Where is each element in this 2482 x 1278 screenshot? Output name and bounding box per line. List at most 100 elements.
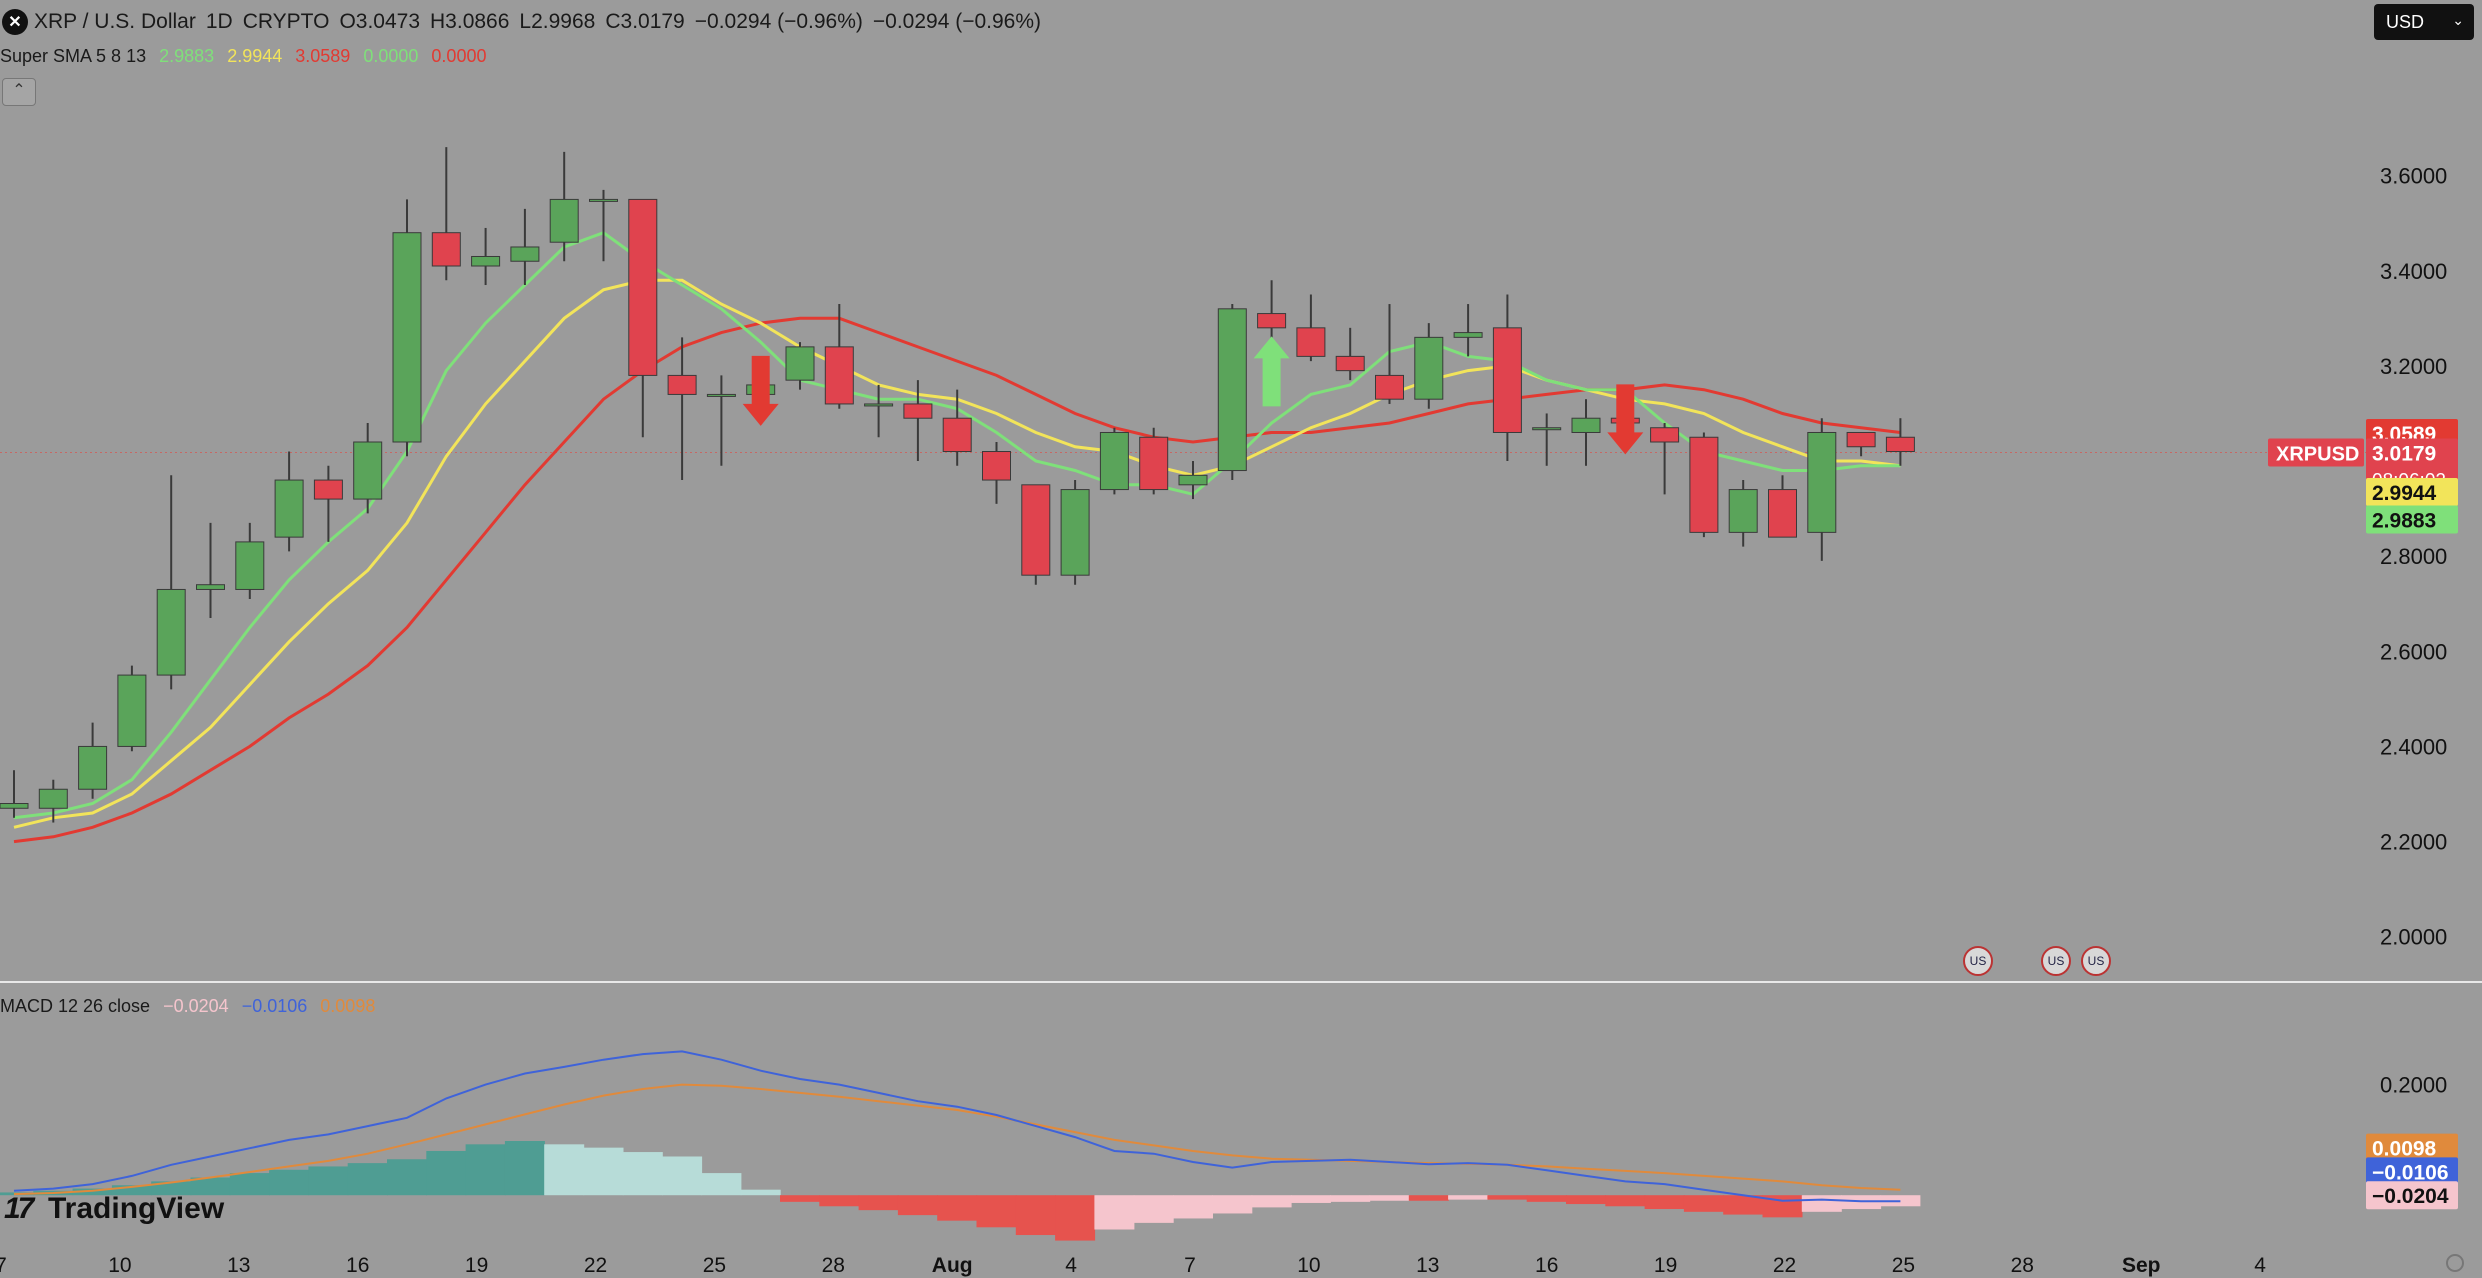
x-tick-label: 4 xyxy=(2254,1254,2266,1277)
macd-histogram-bar xyxy=(151,1181,192,1196)
candle-body xyxy=(942,417,972,453)
candle-body xyxy=(1689,436,1719,533)
symbol-tag: XRPUSD xyxy=(2276,444,2359,466)
x-tick-label: Sep xyxy=(2122,1254,2161,1277)
currency-label: USD xyxy=(2386,11,2425,32)
sma-legend[interactable]: Super SMA 5 8 13 2.9883 2.9944 3.0589 0.… xyxy=(0,46,494,67)
y-tick-label: 2.6000 xyxy=(2380,639,2447,664)
macd-histogram-bar xyxy=(583,1147,624,1196)
candle-body xyxy=(589,198,618,202)
sma8-price-label-bg xyxy=(2366,477,2458,506)
x-tick-label: 4 xyxy=(1065,1254,1077,1277)
collapse-legend-button[interactable]: ⌃ xyxy=(2,78,36,106)
candle-body xyxy=(117,674,147,747)
macd-title: MACD 12 26 close xyxy=(0,996,151,1016)
macd-histogram-bar xyxy=(780,1195,820,1202)
x-tick-label: Aug xyxy=(932,1254,973,1277)
signal-price-label-bg xyxy=(2366,1133,2458,1162)
sell-signal-arrow-icon xyxy=(742,355,779,426)
tradingview-watermark[interactable]: 17 TradingView xyxy=(4,1192,224,1226)
x-tick-label: 19 xyxy=(465,1254,488,1277)
us-flag-event-icon[interactable]: US xyxy=(2041,946,2071,976)
macd-histogram-bar xyxy=(1212,1195,1253,1214)
macd-legend[interactable]: MACD 12 26 close −0.0204 −0.0106 0.0098 xyxy=(0,996,383,1017)
sma5-value: 2.9883 xyxy=(159,46,215,66)
watermark-text: TradingView xyxy=(48,1192,225,1225)
macd-signal-value: 0.0098 xyxy=(320,996,376,1016)
candle-body xyxy=(1375,374,1404,400)
candle-body xyxy=(1060,489,1090,576)
symbol-name[interactable]: XRP / U.S. Dollar xyxy=(34,10,196,33)
macd-histogram-bar xyxy=(1723,1195,1764,1215)
macd-histogram-bar xyxy=(426,1150,467,1196)
x-tick-label: 7 xyxy=(1184,1254,1196,1277)
macd-histogram-bar xyxy=(1683,1195,1724,1212)
x-tick-label: 16 xyxy=(346,1254,369,1277)
candle-body xyxy=(1846,431,1876,448)
macd-histogram-bar xyxy=(622,1152,663,1196)
sma5-price-label-bg xyxy=(2366,505,2458,534)
macd-histogram-bar xyxy=(347,1163,388,1196)
candle-body xyxy=(313,479,343,500)
y-tick-label: 3.2000 xyxy=(2380,354,2447,379)
candle-body xyxy=(982,451,1011,481)
candle-body xyxy=(824,346,854,405)
us-flag-event-icon[interactable]: US xyxy=(2081,946,2111,976)
macd-histogram-bar xyxy=(1448,1195,1489,1200)
candle-body xyxy=(1296,327,1326,357)
y-tick-label: 2.8000 xyxy=(2380,544,2447,569)
candle-body xyxy=(1139,436,1169,491)
x-tick-label: 25 xyxy=(1892,1254,1915,1277)
sma13-value: 3.0589 xyxy=(295,46,351,66)
macd-histogram-bar xyxy=(858,1195,899,1211)
x-tick-label: 22 xyxy=(1773,1254,1796,1277)
currency-selector[interactable]: USD ⌄ xyxy=(2374,4,2474,40)
x-tick-label: 10 xyxy=(1297,1254,1320,1277)
candle-body xyxy=(1650,427,1680,443)
macd-histogram-bar xyxy=(72,1188,113,1196)
macd-histogram-bar xyxy=(1605,1195,1646,1207)
open-value: O3.0473 xyxy=(339,10,421,33)
settings-gear-icon[interactable] xyxy=(2446,1254,2464,1272)
candle-body xyxy=(471,255,501,267)
macd-histogram-bar xyxy=(465,1144,506,1196)
macd-histogram-bar xyxy=(1173,1195,1213,1219)
macd-histogram-bar xyxy=(544,1144,585,1196)
candle-body xyxy=(1335,355,1365,372)
buy-signal-arrow-icon xyxy=(1253,336,1290,407)
candle-body xyxy=(706,393,736,397)
candle-body xyxy=(1728,489,1758,533)
y-tick-label: 2.2000 xyxy=(2380,830,2447,855)
candle-body xyxy=(1021,484,1051,576)
macd-histogram-bar xyxy=(1526,1195,1567,1202)
high-value: H3.0866 xyxy=(430,10,510,33)
candle-body xyxy=(196,584,225,590)
macd-histogram-bar xyxy=(190,1177,231,1196)
symbol-tag-bg xyxy=(2268,438,2364,467)
macd-histogram-bar xyxy=(308,1166,349,1196)
x-tick-label: 7 xyxy=(0,1254,7,1277)
macd-histogram-bar xyxy=(111,1185,152,1196)
macd-histogram-bar xyxy=(701,1173,742,1196)
macd-histogram-bar xyxy=(387,1159,427,1196)
interval-label[interactable]: 1D xyxy=(205,10,233,33)
candle-body xyxy=(1099,431,1129,491)
signal-price-label: 0.0098 xyxy=(2372,1138,2437,1161)
tradingview-logo-icon: 17 xyxy=(4,1192,34,1225)
signal-line xyxy=(13,1083,1901,1196)
y-tick-label: 3.6000 xyxy=(2380,164,2447,189)
candle-body xyxy=(1492,327,1522,433)
y-tick-label: 2.4000 xyxy=(2380,734,2447,759)
change-value-2: −0.0294 (−0.96%) xyxy=(872,10,1041,33)
macd-y-tick-label: 0.2000 xyxy=(2380,1073,2447,1098)
us-flag-event-icon[interactable]: US xyxy=(1963,946,1993,976)
macd-histogram-bar xyxy=(504,1141,545,1196)
candle-body xyxy=(1453,332,1483,338)
sma8-value: 2.9944 xyxy=(227,46,283,66)
x-tick-label: 13 xyxy=(1416,1254,1439,1277)
xrp-logo-icon: ✕ xyxy=(2,9,28,35)
macd-histogram-bar xyxy=(937,1195,978,1221)
macd-histogram-bar xyxy=(1290,1195,1331,1203)
